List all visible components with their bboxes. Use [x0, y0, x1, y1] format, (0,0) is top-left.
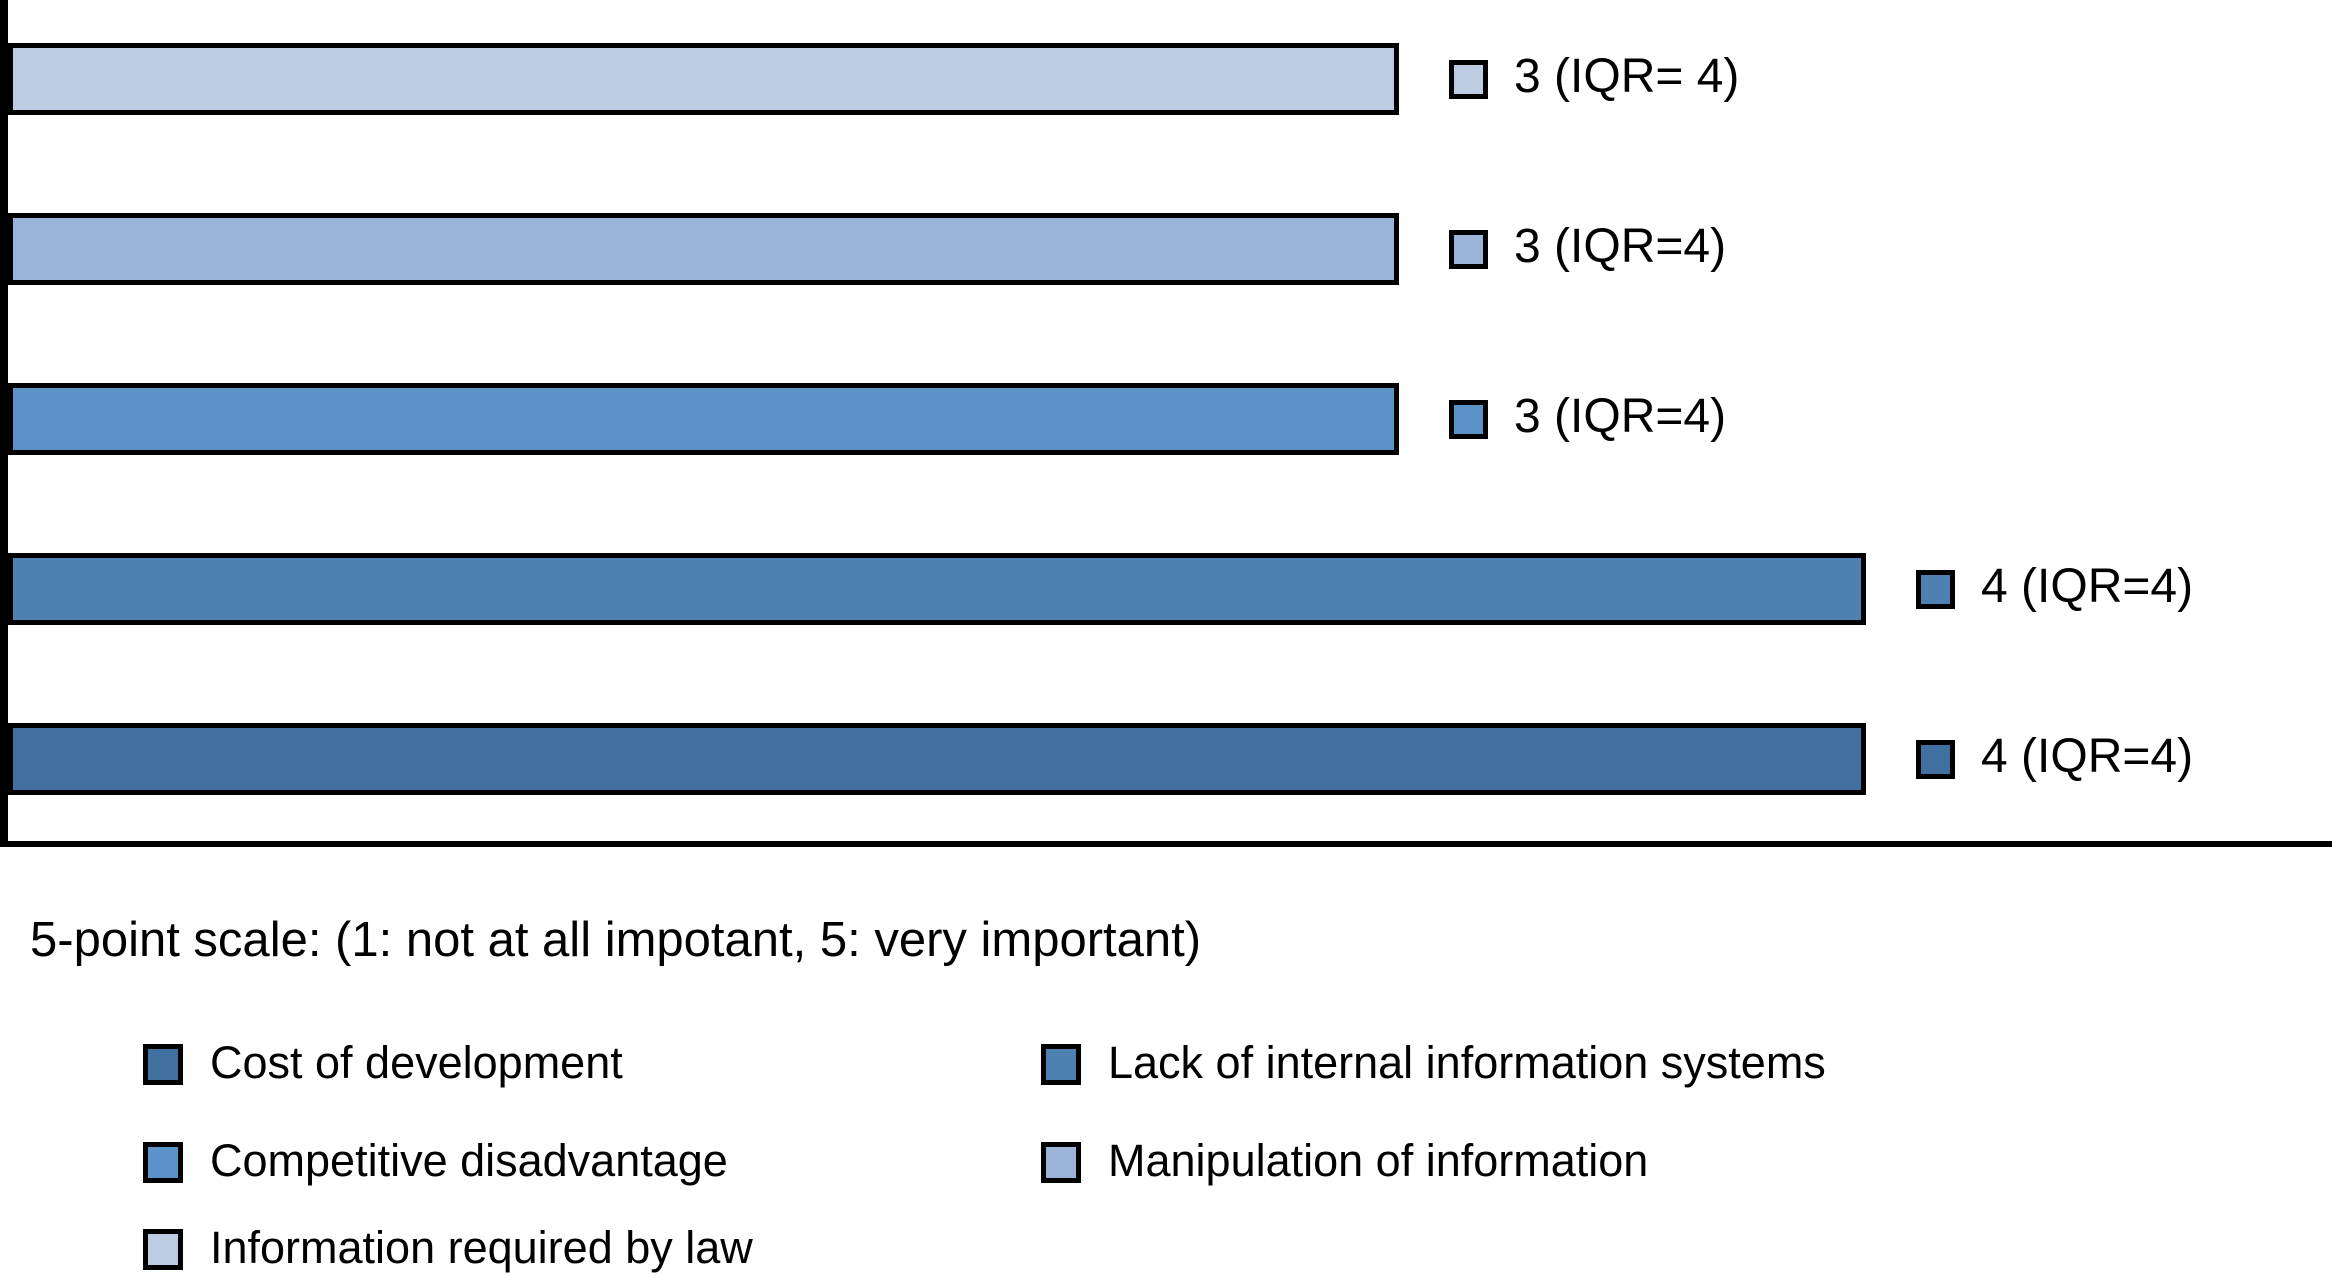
- bar-value-label: 4 (IQR=4): [1981, 730, 2194, 783]
- scale-footnote: 5-point scale: (1: not at all impotant, …: [30, 913, 1202, 967]
- x-axis-line: [0, 841, 2332, 847]
- bar-cost-of-development: [8, 723, 1866, 795]
- bar-legend-swatch-icon: [1449, 59, 1488, 99]
- legend-label: Cost of development: [210, 1037, 623, 1088]
- legend-swatch-icon: [143, 1044, 183, 1085]
- legend-swatch-icon: [1041, 1044, 1081, 1085]
- bar-row-information-required-by-law: 3 (IQR= 4): [0, 43, 2332, 115]
- legend-label: Lack of internal information systems: [1108, 1037, 1826, 1088]
- bar-information-required-by-law: [8, 43, 1399, 115]
- bar-competitive-disadvantage: [8, 383, 1399, 455]
- bar-legend-swatch-icon: [1916, 739, 1955, 779]
- legend-swatch-icon: [143, 1142, 183, 1183]
- legend-item-information-required-by-law: Information required by law: [143, 1225, 753, 1274]
- bar-legend-swatch-icon: [1449, 399, 1488, 439]
- y-axis-line: [0, 0, 8, 846]
- legend-item-manipulation-of-information: Manipulation of information: [1041, 1138, 1648, 1187]
- bar-lack-of-internal-information-systems: [8, 553, 1866, 625]
- bar-row-competitive-disadvantage: 3 (IQR=4): [0, 383, 2332, 455]
- bar-annotation: 4 (IQR=4): [1916, 553, 2193, 625]
- bar-row-manipulation-of-information: 3 (IQR=4): [0, 213, 2332, 285]
- bar-row-lack-of-internal-information-systems: 4 (IQR=4): [0, 553, 2332, 625]
- bar-annotation: 3 (IQR=4): [1449, 383, 1726, 455]
- bar-value-label: 4 (IQR=4): [1981, 560, 2194, 613]
- bar-legend-swatch-icon: [1916, 569, 1955, 609]
- legend-swatch-icon: [1041, 1142, 1081, 1183]
- bar-manipulation-of-information: [8, 213, 1399, 285]
- plot-area: 3 (IQR= 4) 3 (IQR=4) 3 (IQR=4) 4 (IQR=4): [0, 0, 2332, 847]
- legend-swatch-icon: [143, 1229, 183, 1270]
- bar-value-label: 3 (IQR=4): [1514, 390, 1727, 443]
- bar-annotation: 3 (IQR= 4): [1449, 43, 1739, 115]
- bar-legend-swatch-icon: [1449, 229, 1488, 269]
- legend-item-cost-of-development: Cost of development: [143, 1040, 623, 1089]
- legend-item-lack-of-internal-information-systems: Lack of internal information systems: [1041, 1040, 1826, 1089]
- legend-label: Manipulation of information: [1108, 1135, 1649, 1186]
- legend-item-competitive-disadvantage: Competitive disadvantage: [143, 1138, 728, 1187]
- legend-label: Competitive disadvantage: [210, 1135, 728, 1186]
- bar-annotation: 3 (IQR=4): [1449, 213, 1726, 285]
- legend-label: Information required by law: [210, 1222, 753, 1273]
- bar-row-cost-of-development: 4 (IQR=4): [0, 723, 2332, 795]
- bar-value-label: 3 (IQR=4): [1514, 220, 1727, 273]
- bar-annotation: 4 (IQR=4): [1916, 723, 2193, 795]
- bar-value-label: 3 (IQR= 4): [1514, 50, 1740, 103]
